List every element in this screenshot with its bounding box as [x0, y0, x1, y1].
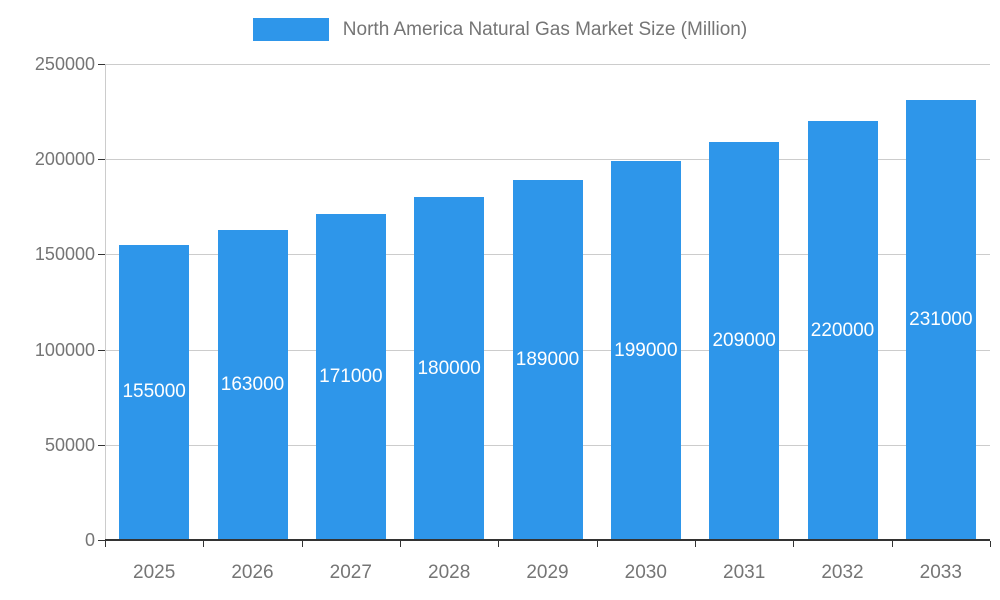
y-axis-label: 0 — [84, 530, 95, 550]
bar-value-label: 199000 — [614, 339, 678, 361]
x-axis-tick — [203, 541, 205, 547]
x-axis-tick — [498, 541, 500, 547]
x-axis-tick — [596, 541, 598, 547]
x-axis-label: 2031 — [723, 562, 766, 583]
bar-value-label: 180000 — [417, 357, 481, 379]
bar-value-label: 155000 — [122, 381, 186, 403]
x-axis-label: 2025 — [133, 562, 176, 583]
bar-2028 — [414, 197, 485, 540]
x-axis-tick — [105, 541, 106, 547]
x-axis-tick — [400, 541, 401, 547]
bar-2029 — [512, 180, 583, 540]
x-axis-tick — [301, 541, 303, 547]
y-axis-line — [105, 64, 106, 540]
bar-2033 — [905, 100, 976, 540]
chart-legend: North America Natural Gas Market Size (M… — [0, 18, 1000, 41]
x-axis-label: 2026 — [231, 562, 274, 583]
legend-swatch — [252, 18, 329, 41]
bar-2025 — [119, 244, 190, 540]
bar-value-label: 189000 — [515, 349, 580, 371]
y-axis-tick — [98, 444, 105, 446]
x-axis-label: 2032 — [821, 562, 864, 583]
bar-2031 — [709, 142, 780, 540]
y-axis-tick — [98, 540, 105, 541]
bar-value-label: 220000 — [810, 319, 875, 341]
y-axis-tick — [98, 349, 105, 351]
y-axis-tick — [98, 159, 105, 161]
plot-area: 155000 163000 171000 180000 189000 199000 2090… — [105, 64, 990, 540]
x-axis-line — [105, 539, 990, 541]
x-axis-tick — [891, 541, 893, 547]
y-axis-label: 150000 — [34, 244, 95, 265]
y-axis-tick — [98, 64, 105, 65]
y-axis-label: 250000 — [34, 54, 95, 74]
y-axis-label: 50000 — [44, 434, 95, 455]
bar-2026 — [217, 229, 288, 540]
bar-value-label: 231000 — [909, 309, 973, 331]
gridline — [105, 159, 990, 161]
x-axis-label: 2029 — [526, 562, 569, 583]
bar-2032 — [807, 121, 878, 540]
x-axis-label: 2033 — [919, 562, 962, 583]
y-axis-label: 100000 — [34, 339, 95, 360]
gridline — [105, 64, 990, 65]
chart-title: North America Natural Gas Market Size (M… — [342, 18, 748, 40]
bar-2027 — [315, 214, 386, 540]
x-axis-label: 2030 — [624, 562, 667, 583]
bar-value-label: 209000 — [712, 330, 776, 352]
x-axis-label: 2027 — [329, 562, 372, 583]
bar-value-label: 171000 — [319, 366, 383, 388]
x-axis-tick — [695, 541, 696, 547]
bar-value-label: 163000 — [220, 373, 285, 395]
x-axis-label: 2028 — [428, 562, 471, 583]
x-axis-tick — [793, 541, 795, 547]
bar-2030 — [610, 161, 681, 540]
y-axis-tick — [98, 254, 105, 256]
y-axis-label: 200000 — [34, 149, 95, 170]
x-axis-tick — [990, 541, 991, 547]
